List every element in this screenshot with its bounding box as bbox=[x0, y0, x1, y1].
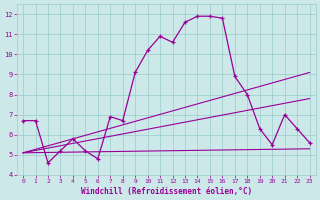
X-axis label: Windchill (Refroidissement éolien,°C): Windchill (Refroidissement éolien,°C) bbox=[81, 187, 252, 196]
